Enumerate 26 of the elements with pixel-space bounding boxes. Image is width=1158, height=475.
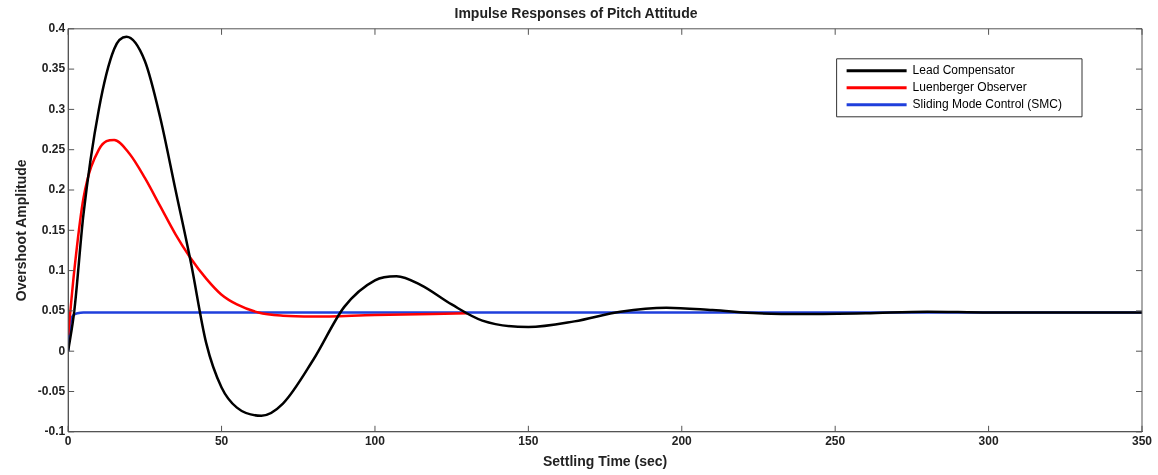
line-series: [68, 35, 1142, 417]
y-tick-label: 0.1: [48, 262, 66, 277]
line-series: [68, 138, 469, 337]
x-axis-title: Settling Time (sec): [542, 453, 668, 470]
x-tick-label: 300: [978, 434, 999, 449]
x-tick-label: 50: [214, 434, 229, 449]
chart-title: Impulse Responses of Pitch Attitude: [454, 5, 698, 22]
legend-label: Luenberger Observer: [912, 80, 1027, 95]
y-tick-label: 0: [58, 343, 66, 358]
y-tick-label: -0.05: [37, 383, 66, 398]
y-tick-label: -0.1: [44, 424, 66, 439]
x-tick-label: 350: [1131, 434, 1153, 449]
x-tick-label: 200: [671, 434, 693, 449]
x-tick-label: 250: [825, 434, 846, 449]
y-tick-label: 0.3: [48, 101, 66, 116]
y-axis-title: Overshoot Amplitude: [13, 159, 30, 302]
y-tick-label: 0.05: [41, 303, 66, 318]
y-tick-label: 0.2: [48, 182, 66, 197]
x-tick-label: 150: [518, 434, 539, 449]
y-tick-label: 0.25: [41, 142, 66, 157]
x-tick-label: 100: [364, 434, 386, 449]
legend-label: Lead Compensator: [912, 63, 1015, 78]
y-tick-label: 0.4: [48, 21, 66, 36]
legend-label: Sliding Mode Control (SMC): [912, 97, 1063, 112]
y-tick-label: 0.35: [41, 61, 66, 76]
y-tick-label: 0.15: [41, 222, 66, 237]
